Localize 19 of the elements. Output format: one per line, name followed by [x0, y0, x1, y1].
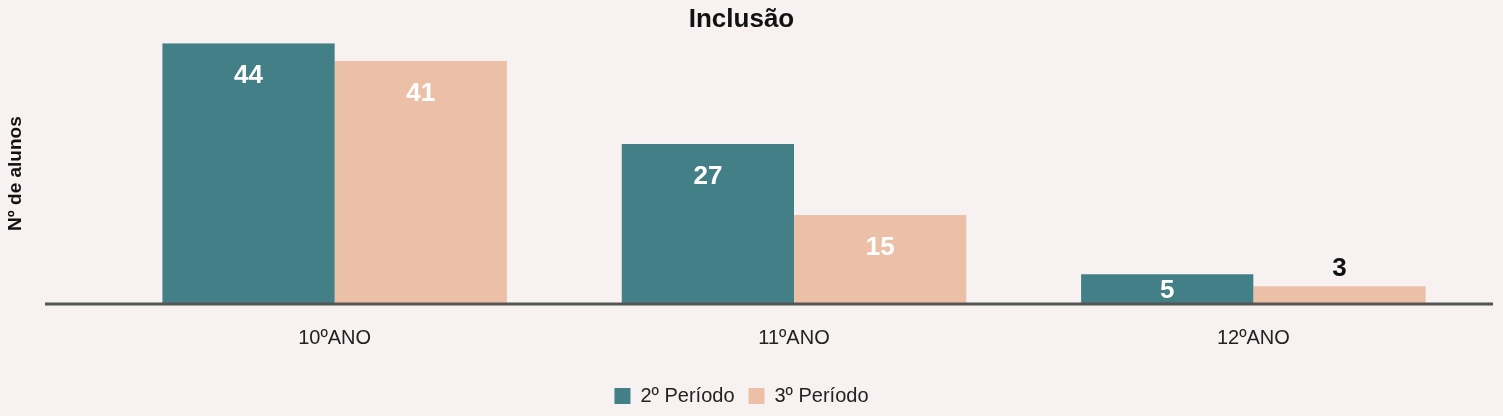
- data-label: 44: [234, 59, 264, 90]
- data-label: 5: [1159, 274, 1175, 305]
- legend-label: 2º Período: [640, 383, 735, 406]
- bar: [1253, 286, 1426, 304]
- data-label: 15: [865, 231, 895, 262]
- x-tick-label: 11ºANO: [758, 325, 830, 348]
- bar: [1081, 274, 1254, 304]
- data-label: 27: [693, 160, 723, 191]
- x-tick-label: 12ºANO: [1216, 325, 1290, 348]
- data-label: 3: [1332, 252, 1347, 283]
- bar: [794, 215, 967, 304]
- legend-label: 3º Período: [774, 383, 869, 406]
- bar: [334, 60, 507, 304]
- bar: [162, 43, 335, 304]
- x-tick-label: 10ºANO: [298, 325, 372, 348]
- bar: [621, 143, 794, 304]
- y-axis-title: Nº de alunos: [3, 116, 25, 231]
- data-label: 41: [406, 77, 436, 108]
- chart-title: Inclusão: [688, 2, 795, 33]
